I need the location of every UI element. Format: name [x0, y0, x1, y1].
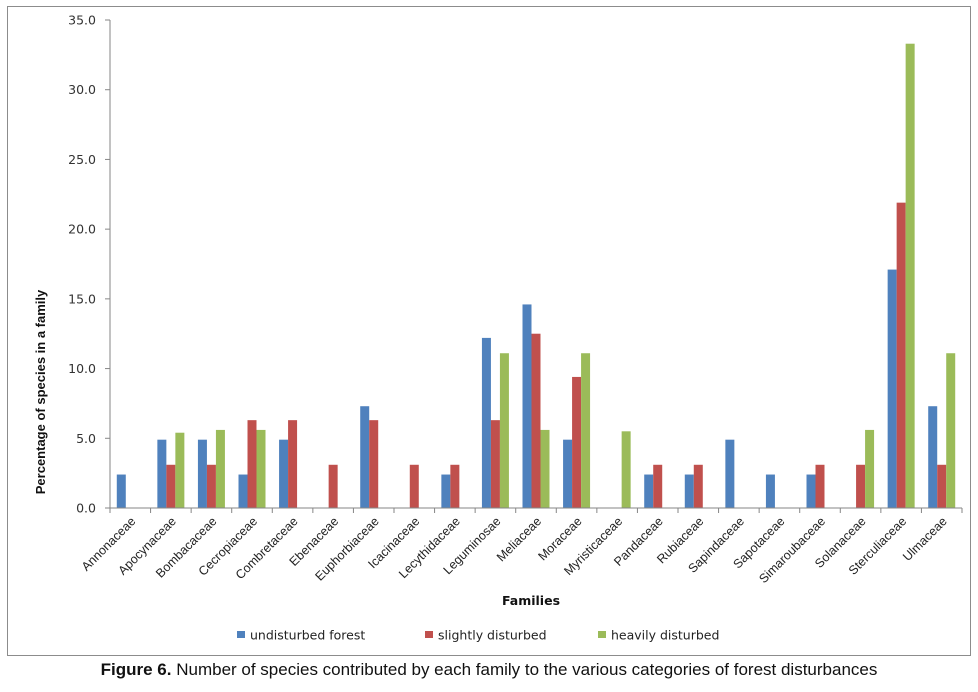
- bar-slightly-disturbed-solanaceae: [856, 464, 866, 508]
- legend-label: heavily disturbed: [611, 628, 719, 643]
- legend-label: undisturbed forest: [250, 628, 365, 643]
- bar-undisturbed-forest-sterculiaceae: [887, 269, 897, 508]
- bar-slightly-disturbed-sterculiaceae: [896, 202, 906, 508]
- legend: undisturbed forest slightly disturbed heav…: [237, 628, 719, 643]
- bar-slightly-disturbed-euphorbiaceae: [369, 420, 379, 508]
- legend-item-heavily-disturbed: heavily disturbed: [598, 628, 719, 643]
- bar-slightly-disturbed-ebenaceae: [328, 464, 338, 508]
- bar-undisturbed-forest-moraceae: [563, 439, 573, 508]
- x-category-label: Meliaceae: [494, 514, 544, 564]
- bar-slightly-disturbed-simaroubaceae: [815, 464, 825, 508]
- y-tick-label: 25.0: [68, 152, 96, 167]
- bar-slightly-disturbed-rubiaceae: [693, 464, 703, 508]
- y-tick-label: 10.0: [68, 361, 96, 376]
- legend-item-undisturbed-forest: undisturbed forest: [237, 628, 365, 643]
- figure-caption: Figure 6. Number of species contributed …: [0, 660, 978, 680]
- bar-slightly-disturbed-meliaceae: [531, 333, 541, 508]
- bar-undisturbed-forest-lecythidaceae: [441, 474, 451, 508]
- bar-heavily-disturbed-ulmaceae: [946, 353, 956, 508]
- bar-heavily-disturbed-apocynaceae: [175, 432, 185, 508]
- y-axis-title: Percentage of species in a family: [33, 289, 48, 494]
- y-tick-label: 15.0: [68, 291, 96, 306]
- legend-item-slightly-disturbed: slightly disturbed: [425, 628, 547, 643]
- bar-undisturbed-forest-ulmaceae: [928, 406, 938, 508]
- bar-slightly-disturbed-cecropiaceae: [247, 420, 257, 508]
- bar-undisturbed-forest-annonaceae: [116, 474, 126, 508]
- y-tick-label: 20.0: [68, 222, 96, 237]
- figure-label: Figure 6.: [100, 660, 172, 679]
- bar-slightly-disturbed-leguminosae: [490, 420, 500, 508]
- x-category-label: Ulmaceae: [900, 514, 950, 564]
- bar-undisturbed-forest-leguminosae: [481, 337, 491, 508]
- y-tick-label: 30.0: [68, 82, 96, 97]
- bar-undisturbed-forest-cecropiaceae: [238, 474, 248, 508]
- bar-heavily-disturbed-sterculiaceae: [905, 43, 915, 509]
- y-tick-label: 0.0: [76, 501, 96, 516]
- bar-slightly-disturbed-pandaceae: [653, 464, 663, 508]
- bar-slightly-disturbed-apocynaceae: [166, 464, 176, 508]
- bar-undisturbed-forest-rubiaceae: [684, 474, 694, 508]
- legend-swatch: [237, 631, 245, 638]
- y-tick-label: 35.0: [68, 13, 96, 28]
- bar-undisturbed-forest-sapindaceae: [725, 439, 735, 508]
- legend-label: slightly disturbed: [438, 628, 547, 643]
- y-axis-ticks: 0.0 5.0 10.0 15.0 20.0 25.0 30.0 35.0: [68, 13, 110, 516]
- bar-heavily-disturbed-moraceae: [581, 353, 591, 508]
- bar-slightly-disturbed-moraceae: [572, 376, 582, 508]
- bar-undisturbed-forest-simaroubaceae: [806, 474, 816, 508]
- bar-slightly-disturbed-combretaceae: [288, 420, 298, 508]
- bar-heavily-disturbed-cecropiaceae: [256, 429, 266, 508]
- bar-heavily-disturbed-myristicaceae: [621, 431, 631, 508]
- x-axis-title: Families: [502, 593, 560, 608]
- bar-heavily-disturbed-bombacaceae: [215, 429, 225, 508]
- bar-undisturbed-forest-meliaceae: [522, 304, 532, 508]
- bar-heavily-disturbed-meliaceae: [540, 429, 550, 508]
- bar-chart: 0.0 5.0 10.0 15.0 20.0 25.0 30.0 35.0 Annonacea…: [33, 13, 963, 643]
- bar-undisturbed-forest-bombacaceae: [197, 439, 207, 508]
- y-tick-label: 5.0: [76, 431, 96, 446]
- bar-undisturbed-forest-pandaceae: [644, 474, 654, 508]
- bar-slightly-disturbed-bombacaceae: [206, 464, 216, 508]
- bar-heavily-disturbed-solanaceae: [865, 429, 875, 508]
- category-labels: AnnonaceaeApocynaceaeBombacaceaeCecropia…: [79, 514, 950, 586]
- bar-heavily-disturbed-leguminosae: [499, 353, 509, 508]
- bar-undisturbed-forest-euphorbiaceae: [360, 406, 370, 508]
- bars: [116, 43, 956, 509]
- legend-swatch: [598, 631, 606, 638]
- x-axis-ticks: [109, 508, 963, 513]
- bar-slightly-disturbed-icacinaceae: [409, 464, 419, 508]
- figure-caption-text: Number of species contributed by each fa…: [171, 660, 878, 679]
- bar-slightly-disturbed-lecythidaceae: [450, 464, 460, 508]
- bar-slightly-disturbed-ulmaceae: [937, 464, 947, 508]
- bar-undisturbed-forest-combretaceae: [279, 439, 289, 508]
- legend-swatch: [425, 631, 433, 638]
- chart-frame: [7, 6, 971, 656]
- bar-undisturbed-forest-apocynaceae: [157, 439, 167, 508]
- bar-undisturbed-forest-sapotaceae: [765, 474, 775, 508]
